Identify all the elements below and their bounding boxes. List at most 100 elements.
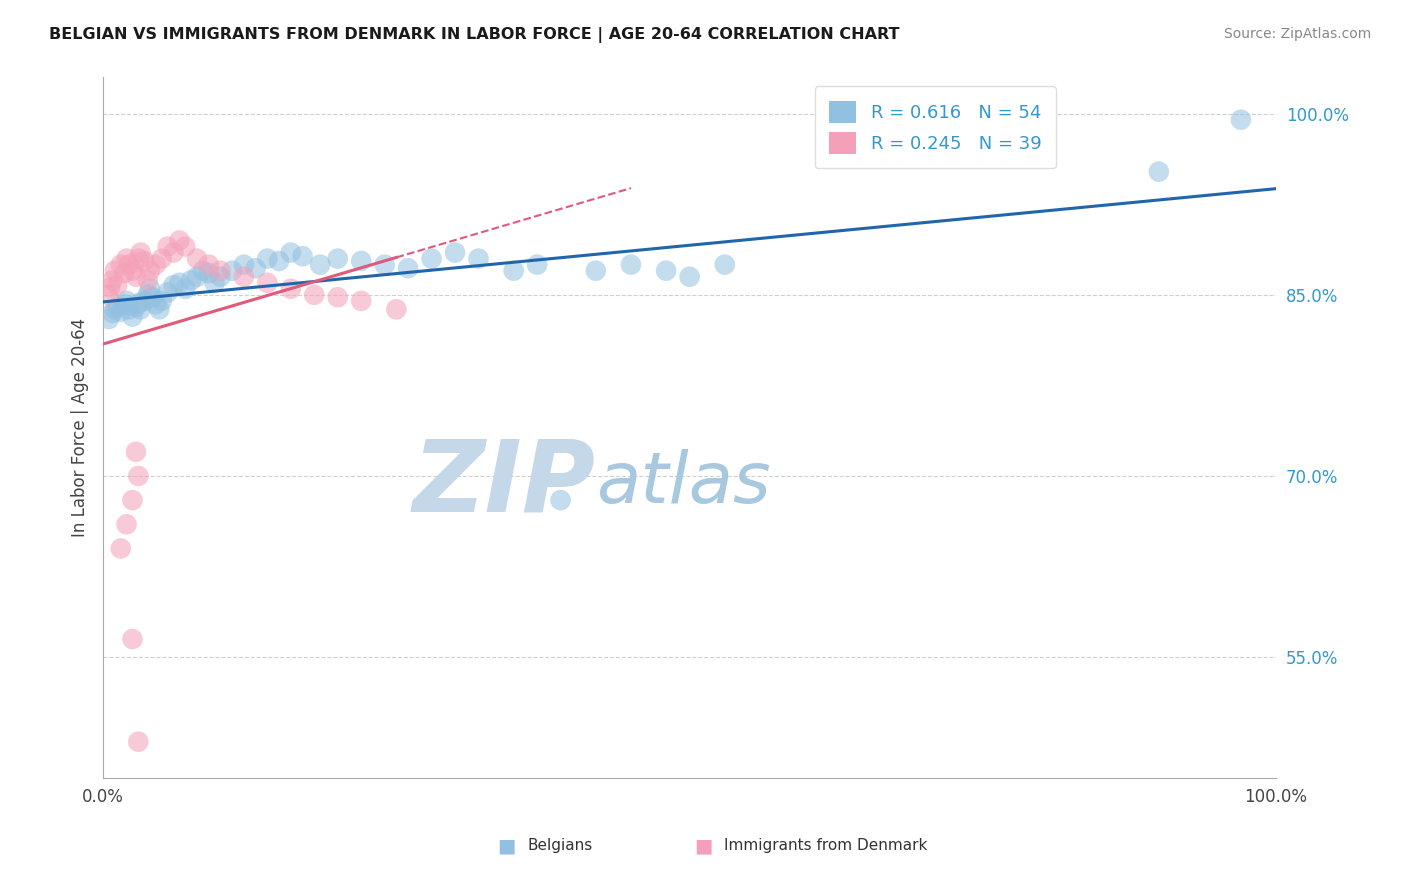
Point [209, 263, 232, 277]
Point [105, 278, 128, 293]
Point [197, 258, 219, 272]
Point [291, 249, 314, 263]
Point [374, 258, 396, 272]
Point [121, 632, 143, 646]
Point [256, 276, 278, 290]
Point [1230, 112, 1253, 127]
Legend: R = 0.616   N = 54, R = 0.245   N = 39: R = 0.616 N = 54, R = 0.245 N = 39 [814, 87, 1056, 169]
Point [585, 263, 607, 277]
Point [112, 297, 135, 311]
Point [174, 282, 197, 296]
Point [98, 312, 121, 326]
Point [97, 288, 120, 302]
Point [104, 302, 127, 317]
Point [655, 263, 678, 277]
Point [245, 261, 267, 276]
Point [105, 300, 128, 314]
Point [174, 239, 197, 253]
Point [125, 300, 148, 314]
Point [129, 302, 152, 317]
Point [118, 258, 141, 272]
Point [620, 258, 643, 272]
Point [121, 310, 143, 324]
Point [110, 258, 132, 272]
Point [145, 258, 167, 272]
Point [209, 269, 232, 284]
Point [145, 297, 167, 311]
Point [169, 234, 191, 248]
Point [101, 273, 124, 287]
Text: BELGIAN VS IMMIGRANTS FROM DENMARK IN LABOR FORCE | AGE 20-64 CORRELATION CHART: BELGIAN VS IMMIGRANTS FROM DENMARK IN LA… [49, 27, 900, 43]
Point [112, 266, 135, 280]
Point [110, 541, 132, 556]
Text: ZIP: ZIP [413, 435, 596, 533]
Point [467, 252, 489, 266]
Point [232, 269, 254, 284]
Text: Source: ZipAtlas.com: Source: ZipAtlas.com [1223, 27, 1371, 41]
Point [115, 293, 138, 308]
Point [186, 252, 208, 266]
Point [141, 290, 163, 304]
Point [104, 263, 127, 277]
Point [162, 245, 184, 260]
Point [156, 285, 179, 300]
Point [98, 280, 121, 294]
Point [350, 293, 373, 308]
Point [115, 252, 138, 266]
Point [280, 282, 302, 296]
Point [444, 245, 467, 260]
Point [127, 252, 149, 266]
Point [678, 269, 700, 284]
Point [186, 269, 208, 284]
Point [139, 263, 162, 277]
Point [156, 239, 179, 253]
Point [125, 269, 148, 284]
Point [134, 254, 156, 268]
Point [267, 254, 290, 268]
Point [280, 245, 302, 260]
Point [162, 278, 184, 293]
Point [326, 252, 349, 266]
Point [136, 288, 159, 302]
Point [385, 302, 408, 317]
Point [118, 302, 141, 317]
Point [309, 258, 332, 272]
Point [110, 304, 132, 318]
Point [232, 258, 254, 272]
Point [502, 263, 524, 277]
Point [396, 261, 419, 276]
Point [326, 290, 349, 304]
Point [221, 263, 243, 277]
Point [121, 493, 143, 508]
Point [129, 245, 152, 260]
Point [148, 302, 170, 317]
Point [350, 254, 373, 268]
Point [197, 266, 219, 280]
Point [139, 282, 162, 296]
Y-axis label: In Labor Force | Age 20-64: In Labor Force | Age 20-64 [72, 318, 89, 537]
Point [150, 252, 173, 266]
Point [256, 252, 278, 266]
Point [150, 293, 173, 308]
Point [121, 263, 143, 277]
Point [526, 258, 548, 272]
Point [180, 273, 202, 287]
Point [134, 293, 156, 308]
Point [191, 263, 214, 277]
Point [125, 445, 148, 459]
Point [169, 276, 191, 290]
Point [127, 296, 149, 310]
Point [136, 273, 159, 287]
Text: Immigrants from Denmark: Immigrants from Denmark [724, 838, 928, 853]
Point [127, 734, 149, 748]
Point [101, 306, 124, 320]
Text: ■: ■ [496, 836, 516, 855]
Point [714, 258, 737, 272]
Point [204, 276, 226, 290]
Point [420, 252, 443, 266]
Point [1147, 164, 1170, 178]
Point [115, 517, 138, 532]
Text: atlas: atlas [596, 450, 770, 518]
Point [550, 493, 572, 508]
Text: ■: ■ [693, 836, 713, 855]
